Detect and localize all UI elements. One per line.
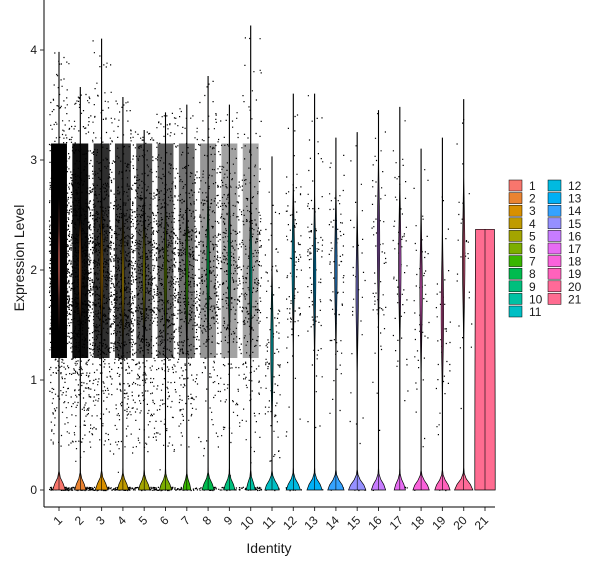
legend-label: 9 bbox=[529, 280, 536, 294]
legend-item-1: 1 bbox=[508, 179, 536, 193]
x-tick-label: 20 bbox=[450, 513, 470, 533]
x-tick-label: 5 bbox=[136, 513, 151, 528]
legend-item-14: 14 bbox=[547, 204, 582, 218]
legend-label: 15 bbox=[568, 217, 582, 231]
legend-label: 6 bbox=[529, 242, 536, 256]
x-tick-label: 10 bbox=[237, 513, 257, 533]
legend-key bbox=[508, 242, 523, 255]
legend-label: 3 bbox=[529, 204, 536, 218]
x-tick-label: 18 bbox=[408, 513, 428, 533]
legend-key bbox=[508, 305, 523, 318]
legend-item-7: 7 bbox=[508, 255, 536, 269]
legend-key bbox=[508, 179, 523, 192]
legend-item-6: 6 bbox=[508, 242, 536, 256]
legend-label: 12 bbox=[568, 179, 582, 193]
x-tick-label: 19 bbox=[429, 513, 449, 533]
legend-key bbox=[547, 217, 562, 230]
x-tick-label: 1 bbox=[50, 513, 65, 528]
legend-item-3: 3 bbox=[508, 204, 536, 218]
x-tick-label: 14 bbox=[323, 513, 343, 533]
y-tick-label: 2 bbox=[30, 263, 37, 277]
legend-key bbox=[508, 255, 523, 267]
legend-item-17: 17 bbox=[547, 242, 582, 256]
x-tick-label: 9 bbox=[221, 513, 236, 528]
legend-item-16: 16 bbox=[547, 229, 582, 243]
x-tick-label: 8 bbox=[200, 513, 215, 528]
x-tick-label: 2 bbox=[72, 513, 87, 528]
legend-key bbox=[508, 192, 523, 204]
legend-key bbox=[547, 230, 562, 242]
legend-key bbox=[547, 179, 562, 192]
x-axis-title: Identity bbox=[246, 540, 291, 556]
legend-label: 8 bbox=[529, 267, 536, 281]
legend-key bbox=[547, 280, 562, 293]
legend-key bbox=[547, 293, 562, 305]
legend-key bbox=[508, 280, 523, 293]
legend-key bbox=[508, 293, 523, 305]
x-tick-label: 6 bbox=[157, 513, 172, 528]
legend-key bbox=[508, 204, 523, 217]
y-axis-title: Expression Level bbox=[11, 205, 27, 312]
legend-label: 18 bbox=[568, 255, 582, 269]
legend-label: 7 bbox=[529, 255, 536, 269]
y-tick-label: 0 bbox=[30, 483, 37, 497]
legend-item-11: 11 bbox=[508, 305, 542, 319]
legend-key bbox=[547, 267, 562, 280]
x-tick-label: 7 bbox=[178, 513, 193, 528]
x-tick-label: 21 bbox=[472, 513, 492, 533]
legend-item-10: 10 bbox=[508, 292, 543, 306]
legend-item-19: 19 bbox=[547, 267, 582, 281]
x-tick-label: 16 bbox=[365, 513, 385, 533]
legend-item-12: 12 bbox=[547, 179, 582, 193]
legend-item-13: 13 bbox=[547, 192, 582, 206]
legend-label: 21 bbox=[568, 292, 582, 306]
legend-key bbox=[547, 192, 562, 204]
legend-item-9: 9 bbox=[508, 280, 536, 294]
x-tick-label: 12 bbox=[280, 513, 300, 533]
legend-key bbox=[508, 217, 523, 230]
legend-label: 4 bbox=[529, 217, 536, 231]
legend-label: 2 bbox=[529, 192, 536, 206]
y-tick-label: 1 bbox=[30, 373, 37, 387]
legend-item-18: 18 bbox=[547, 255, 582, 269]
legend-label: 11 bbox=[529, 305, 542, 319]
x-tick-label: 13 bbox=[301, 513, 321, 533]
legend-label: 10 bbox=[529, 292, 543, 306]
legend-item-15: 15 bbox=[547, 217, 582, 231]
x-tick-label: 4 bbox=[114, 513, 129, 528]
legend-item-20: 20 bbox=[547, 280, 582, 294]
cell-points bbox=[48, 37, 494, 492]
legend-key bbox=[547, 242, 562, 255]
x-tick-label: 17 bbox=[387, 513, 407, 533]
legend-item-5: 5 bbox=[508, 229, 536, 243]
legend-key bbox=[508, 230, 523, 242]
legend-label: 16 bbox=[568, 229, 582, 243]
legend-label: 20 bbox=[568, 280, 582, 294]
x-tick-label: 15 bbox=[344, 513, 364, 533]
legend-label: 5 bbox=[529, 229, 536, 243]
legend-key bbox=[508, 267, 523, 280]
legend-label: 14 bbox=[568, 204, 582, 218]
legend-item-2: 2 bbox=[508, 192, 536, 206]
y-tick-label: 4 bbox=[30, 43, 37, 57]
legend-item-21: 21 bbox=[547, 292, 582, 306]
x-tick-label: 11 bbox=[259, 513, 278, 532]
legend-item-4: 4 bbox=[508, 217, 536, 231]
legend-label: 17 bbox=[568, 242, 582, 256]
legend-key bbox=[547, 255, 562, 267]
legend-key bbox=[547, 204, 562, 217]
legend-label: 1 bbox=[529, 179, 536, 193]
legend-label: 13 bbox=[568, 192, 582, 206]
legend-item-8: 8 bbox=[508, 267, 536, 281]
violins bbox=[52, 25, 496, 491]
legend-label: 19 bbox=[568, 267, 582, 281]
x-tick-label: 3 bbox=[93, 513, 108, 528]
y-tick-label: 3 bbox=[30, 153, 37, 167]
